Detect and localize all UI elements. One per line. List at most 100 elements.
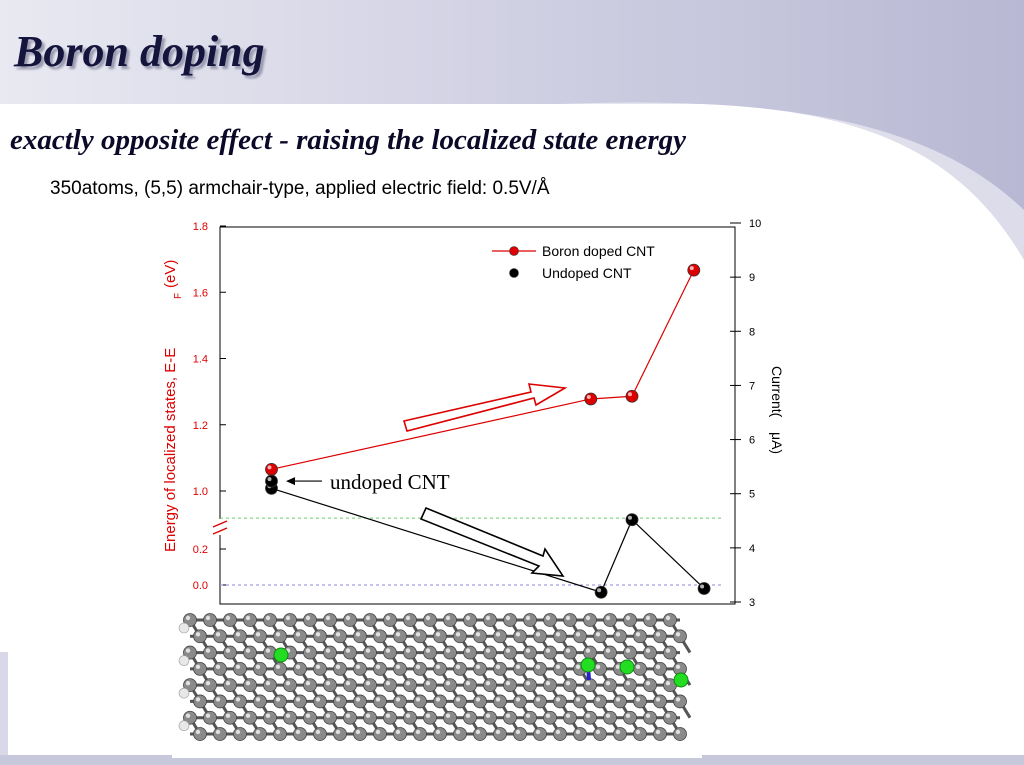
atom-highlight bbox=[255, 632, 261, 637]
atom-highlight bbox=[235, 632, 241, 637]
atom-highlight bbox=[645, 680, 651, 686]
carbon-atom bbox=[463, 710, 477, 725]
atom-highlight bbox=[585, 680, 591, 686]
atom-highlight bbox=[495, 632, 501, 637]
axis-titles: Energy of localized states, E-E F (eV) Curr… bbox=[162, 260, 785, 552]
carbon-atom bbox=[633, 727, 647, 741]
carbon-atom bbox=[443, 613, 457, 627]
carbon-atom bbox=[523, 613, 537, 627]
atom-highlight bbox=[325, 680, 331, 686]
carbon-atom bbox=[463, 613, 477, 627]
carbon-atom bbox=[433, 661, 447, 676]
carbon-atom bbox=[393, 694, 407, 709]
atom-highlight bbox=[505, 648, 511, 653]
atom-highlight bbox=[285, 615, 291, 621]
series-line-boron bbox=[271, 269, 695, 470]
atom-highlight bbox=[465, 615, 471, 621]
carbon-atom bbox=[523, 678, 537, 693]
carbon-atom bbox=[243, 613, 257, 627]
atom-highlight bbox=[335, 697, 341, 702]
carbon-atom bbox=[273, 661, 287, 676]
hydrogen-atom bbox=[178, 687, 190, 699]
carbon-atom bbox=[473, 727, 487, 741]
carbon-atom bbox=[363, 613, 377, 627]
carbon-atom bbox=[293, 694, 307, 709]
atom-highlight bbox=[585, 648, 591, 653]
carbon-atom bbox=[363, 710, 377, 725]
carbon-atom bbox=[473, 661, 487, 676]
atom-highlight bbox=[605, 615, 611, 621]
atom-highlight bbox=[255, 729, 261, 735]
carbon-atom bbox=[543, 710, 557, 725]
carbon-atom bbox=[513, 694, 527, 709]
carbon-atom bbox=[283, 613, 297, 627]
atom-highlight bbox=[455, 632, 461, 637]
atom-highlight bbox=[335, 664, 341, 670]
carbon-atom bbox=[233, 629, 247, 644]
atom-highlight bbox=[215, 729, 221, 735]
carbon-atom bbox=[263, 710, 277, 725]
carbon-atom bbox=[413, 727, 427, 741]
carbon-atom bbox=[613, 727, 627, 741]
atom-highlight bbox=[225, 680, 231, 686]
carbon-atom bbox=[623, 678, 637, 693]
atom-highlight bbox=[295, 729, 301, 735]
carbon-atom bbox=[443, 678, 457, 693]
carbon-atom bbox=[413, 629, 427, 644]
carbon-atom bbox=[313, 727, 327, 741]
right-axis-unit: μA) bbox=[769, 432, 785, 454]
carbon-atom bbox=[433, 694, 447, 709]
atom-highlight bbox=[455, 697, 461, 702]
carbon-atom bbox=[293, 727, 307, 741]
carbon-atom bbox=[503, 645, 517, 660]
carbon-atom bbox=[563, 613, 577, 627]
atom-highlight bbox=[665, 680, 671, 686]
atom-highlight bbox=[565, 680, 571, 686]
atom-highlight bbox=[335, 632, 341, 637]
atom-highlight bbox=[285, 713, 291, 718]
carbon-atom bbox=[193, 727, 207, 741]
carbon-atom bbox=[263, 678, 277, 693]
carbon-atom bbox=[583, 645, 597, 660]
atom-highlight bbox=[565, 615, 571, 621]
carbon-atom bbox=[483, 645, 497, 660]
carbon-atom bbox=[213, 694, 227, 709]
boron-point bbox=[687, 263, 701, 277]
atom-highlight bbox=[385, 713, 391, 718]
atom-highlight bbox=[535, 664, 541, 670]
carbon-atom bbox=[383, 613, 397, 627]
atom-highlight bbox=[415, 632, 421, 637]
carbon-atom bbox=[603, 613, 617, 627]
atom-highlight bbox=[335, 729, 341, 735]
atom-highlight bbox=[545, 713, 551, 718]
carbon-atom bbox=[553, 727, 567, 741]
carbon-atom bbox=[333, 629, 347, 644]
atom-highlight bbox=[635, 664, 641, 670]
carbon-atom bbox=[613, 629, 627, 644]
carbon-atom bbox=[553, 694, 567, 709]
carbon-atom bbox=[653, 694, 667, 709]
atom-highlight bbox=[565, 713, 571, 718]
boron-dopant-atom bbox=[673, 672, 689, 688]
atom-highlight bbox=[505, 713, 511, 718]
carbon-atom bbox=[303, 678, 317, 693]
atom-highlight bbox=[215, 697, 221, 702]
carbon-atom bbox=[493, 727, 507, 741]
series-line-undoped bbox=[271, 487, 705, 593]
atom-highlight bbox=[275, 697, 281, 702]
carbon-atom bbox=[473, 629, 487, 644]
carbon-atom bbox=[373, 661, 387, 676]
atom-highlight bbox=[655, 729, 661, 735]
carbon-atom bbox=[593, 694, 607, 709]
carbon-atom bbox=[193, 661, 207, 676]
carbon-atom bbox=[583, 710, 597, 725]
boron-dopant-atom bbox=[580, 657, 596, 673]
carbon-atom bbox=[403, 678, 417, 693]
carbon-atom bbox=[213, 727, 227, 741]
left-tick-label: 1.8 bbox=[193, 221, 208, 233]
carbon-atom bbox=[673, 694, 687, 709]
atom-highlight bbox=[515, 729, 521, 735]
carbon-atom bbox=[493, 694, 507, 709]
right-tick-label: 10 bbox=[749, 218, 761, 230]
